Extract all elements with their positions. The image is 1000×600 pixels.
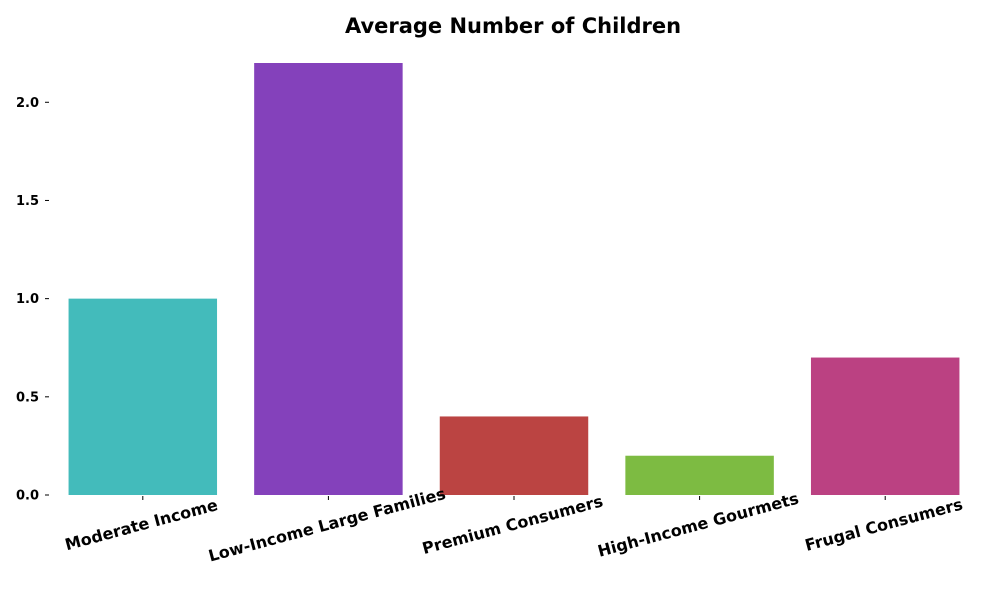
y-tick-label: 0.5 [16, 390, 39, 405]
bar [625, 455, 774, 495]
bar [68, 298, 218, 495]
x-tick-label: Moderate Income [63, 495, 220, 554]
x-tick-label: Frugal Consumers [803, 494, 965, 554]
bar [810, 357, 960, 495]
y-axis: 0.0 0.5 1.0 1.5 2.0 [16, 96, 49, 504]
bar [439, 416, 589, 495]
x-tick-label: High-Income Gourmets [596, 489, 801, 561]
y-tick-label: 0.0 [16, 489, 39, 504]
x-tick-label: Low-Income Large Families [206, 484, 447, 566]
chart-title: Average Number of Children [345, 14, 681, 38]
bar [254, 63, 403, 495]
x-tick-label: Premium Consumers [420, 491, 605, 558]
y-tick-label: 1.0 [16, 292, 39, 307]
y-tick-label: 1.5 [16, 194, 39, 209]
bars-group [68, 63, 960, 495]
y-tick-label: 2.0 [16, 96, 39, 111]
